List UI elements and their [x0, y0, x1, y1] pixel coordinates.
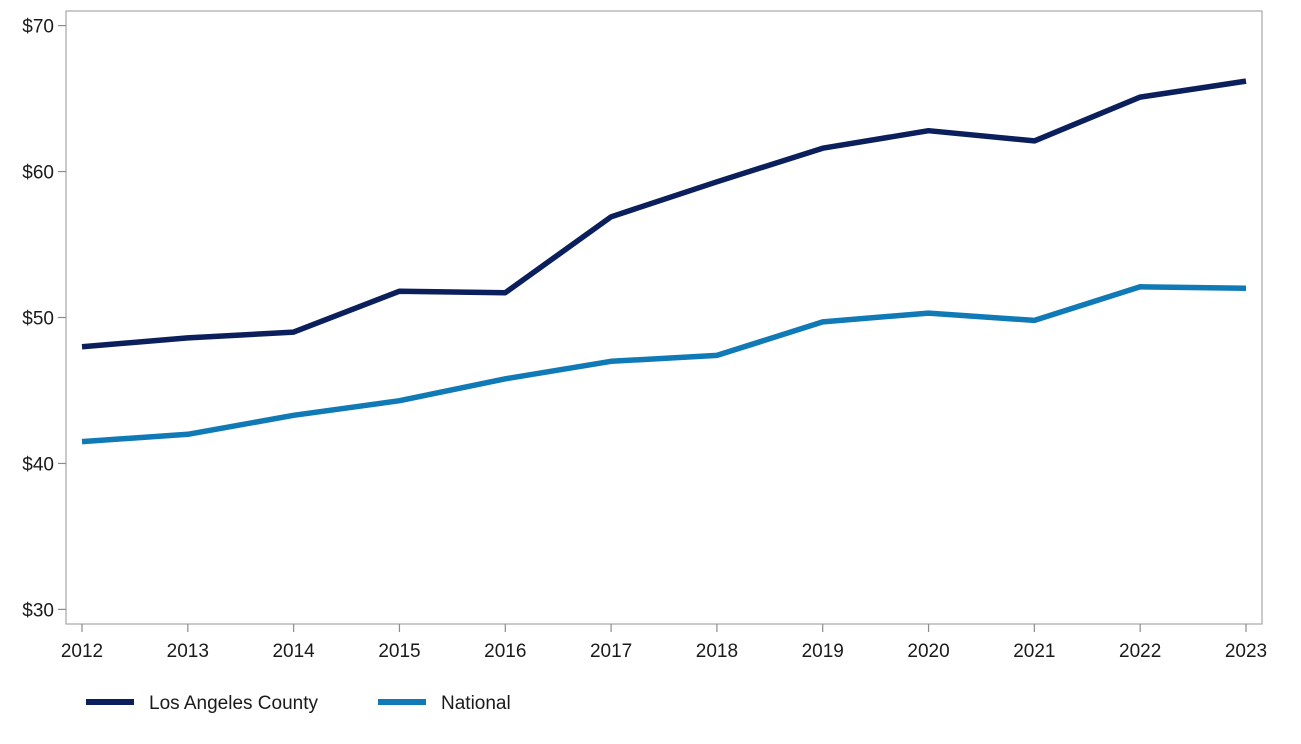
y-tick-label: $70 — [22, 17, 54, 38]
series-line-1 — [81, 284, 1247, 445]
x-tick-label: 2019 — [802, 641, 844, 662]
x-axis: 2012 2013 2014 2015 2016 2017 2018 2019 2020 2021… — [61, 624, 1267, 662]
y-axis: $30 $40 $50 $60 $70 — [22, 17, 66, 621]
x-tick-label: 2023 — [1225, 641, 1267, 662]
legend-label: Los Angeles County — [149, 693, 319, 714]
x-tick-label: 2014 — [272, 641, 315, 662]
x-tick-label: 2015 — [378, 641, 420, 662]
series-line-0 — [81, 78, 1247, 350]
x-tick-label: 2013 — [167, 641, 209, 662]
y-tick-label: $40 — [22, 454, 54, 475]
legend: Los Angeles County National — [86, 693, 511, 714]
x-tick-label: 2022 — [1119, 641, 1161, 662]
series-layer — [81, 78, 1247, 445]
y-tick-label: $50 — [22, 309, 54, 330]
x-tick-label: 2012 — [61, 641, 103, 662]
x-tick-label: 2018 — [696, 641, 738, 662]
y-tick-label: $60 — [22, 163, 54, 184]
y-tick-label: $30 — [22, 600, 54, 621]
legend-label: National — [441, 693, 511, 714]
x-tick-label: 2016 — [484, 641, 526, 662]
x-tick-label: 2021 — [1013, 641, 1055, 662]
plot-frame — [65, 10, 1263, 625]
x-tick-label: 2017 — [590, 641, 632, 662]
x-tick-label: 2020 — [907, 641, 949, 662]
